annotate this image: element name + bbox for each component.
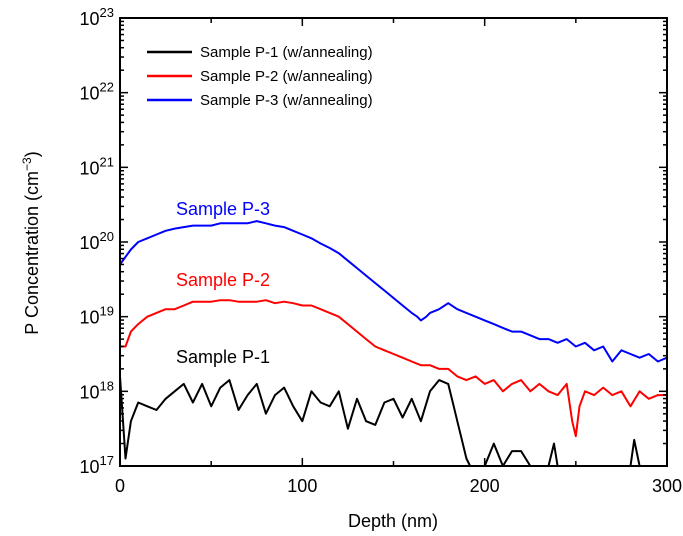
y-tick-label: 1018 bbox=[80, 378, 115, 402]
x-tick-label: 0 bbox=[115, 476, 125, 496]
annotation-p3: Sample P-3 bbox=[176, 199, 270, 219]
series-group bbox=[120, 220, 667, 466]
legend: Sample P-1 (w/annealing) Sample P-2 (w/a… bbox=[147, 44, 373, 109]
legend-label-p2: Sample P-2 (w/annealing) bbox=[200, 68, 373, 85]
legend-label-p3: Sample P-3 (w/annealing) bbox=[200, 92, 373, 109]
x-axis-title: Depth (nm) bbox=[348, 511, 438, 531]
y-axis-title-close: ) bbox=[22, 151, 42, 157]
y-axis-title: P Concentration (cm−3) bbox=[20, 151, 42, 334]
y-tick-label: 1022 bbox=[80, 80, 115, 104]
x-tick-label: 100 bbox=[287, 476, 317, 496]
y-axis-title-text: P Concentration (cm bbox=[22, 171, 42, 335]
series-line-3 bbox=[120, 220, 667, 363]
x-tick-label: 200 bbox=[470, 476, 500, 496]
y-tick-label: 1023 bbox=[80, 5, 115, 29]
y-tick-label: 1020 bbox=[80, 229, 115, 253]
series-line-1 bbox=[120, 376, 667, 466]
annotation-p1: Sample P-1 bbox=[176, 347, 270, 367]
x-tick-label: 300 bbox=[652, 476, 682, 496]
y-axis-title-exponent: −3 bbox=[20, 157, 34, 171]
y-tick-label: 1017 bbox=[80, 453, 115, 477]
annotation-p2: Sample P-2 bbox=[176, 270, 270, 290]
y-tick-label: 1019 bbox=[80, 304, 115, 328]
legend-label-p1: Sample P-1 (w/annealing) bbox=[200, 44, 373, 61]
ticks-group: 0 100 200 300 1017 1018 1019 1020 1021 1022 1023 bbox=[80, 5, 683, 496]
y-tick-label: 1021 bbox=[80, 154, 115, 178]
series-line-2 bbox=[120, 299, 667, 438]
